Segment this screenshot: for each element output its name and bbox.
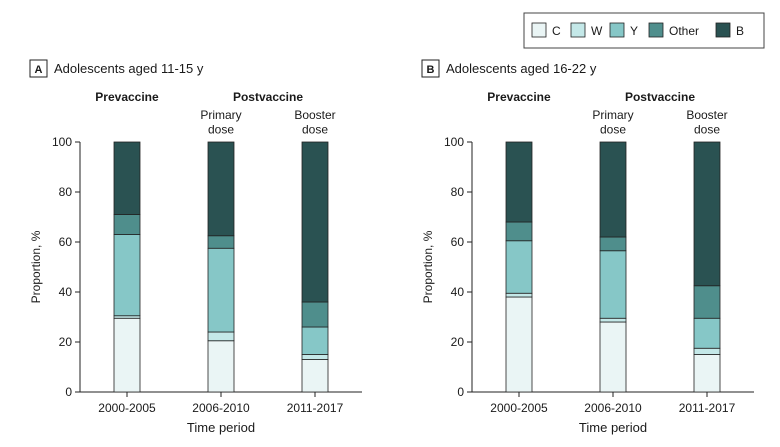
panel-a-booster-dose-label: Booster dose (294, 108, 335, 136)
panel-b-bar-2011-2017-w (693, 347, 721, 355)
panel-a-bar-2000-2005-c (113, 317, 141, 393)
panel-b-bar-2006-2010-c (599, 321, 627, 393)
panel-b-bar-2000-2005-other (505, 221, 533, 242)
panel-b-bar-2011-2017-other (693, 285, 721, 319)
panel-b: B Adolescents aged 16-22 y Prevaccine Po… (421, 59, 754, 435)
legend-swatch-other (648, 22, 664, 38)
legend-label-other: Other (669, 24, 699, 38)
panel-a-bar-2011-2017-c (301, 359, 329, 393)
panel-a-title: Adolescents aged 11-15 y (54, 61, 204, 76)
panel-b-y-tick-label: 60 (451, 235, 465, 249)
panel-b-y-tick-label: 20 (451, 335, 465, 349)
panel-b-plot: 0 20 40 60 80 100 2000-2005 2006-2010 2011-2017 (444, 135, 754, 415)
panel-b-title: Adolescents aged 16-22 y (446, 61, 597, 76)
panel-a-bar-2000-2005-b (113, 141, 141, 215)
panel-a-prevaccine-label: Prevaccine (95, 90, 159, 104)
panel-b-y-tick-label: 80 (451, 185, 465, 199)
panel-a-x-tick-label: 2006-2010 (192, 401, 250, 415)
panel-b-primary-dose-label: Primary dose (592, 108, 633, 136)
legend-swatch-y (609, 22, 625, 38)
panel-b-bar-2000-2005-c (505, 296, 533, 393)
panel-a-y-tick-label: 60 (59, 235, 73, 249)
legend-label-c: C (552, 24, 561, 38)
panel-a-bar-2006-2010-b (207, 141, 235, 237)
panel-b-x-axis-label: Time period (579, 420, 647, 435)
panel-b-y-tick-label: 40 (451, 285, 465, 299)
panel-a-bar-2006-2010-c (207, 340, 235, 393)
panel-b-x-tick-label: 2000-2005 (490, 401, 548, 415)
panel-a-tag: A (35, 64, 43, 76)
panel-a-plot: 0 20 40 60 80 100 2000-2005 2006-2010 2011-2017 (52, 135, 362, 415)
panel-a-bar-2006-2010-y (207, 247, 235, 333)
legend-label-w: W (591, 24, 603, 38)
panel-a-y-tick-label: 20 (59, 335, 73, 349)
panel-a-x-tick-label: 2000-2005 (98, 401, 156, 415)
panel-b-bar-2006-2010-b (599, 141, 627, 238)
panel-b-x-tick-label: 2006-2010 (584, 401, 642, 415)
panel-a-bar-2000-2005-y (113, 234, 141, 317)
panel-a-y-axis-label: Proportion, % (29, 230, 43, 303)
panel-b-bar-2011-2017-y (693, 317, 721, 349)
legend-label-y: Y (630, 24, 638, 38)
panel-b-y-axis-label: Proportion, % (421, 230, 435, 303)
panel-b-bar-2006-2010-other (599, 236, 627, 252)
legend-swatch-b (715, 22, 731, 38)
panel-a-y-tick-label: 0 (65, 385, 72, 399)
legend-swatch-c (531, 22, 547, 38)
panel-b-bar-2000-2005-y (505, 240, 533, 294)
panel-b-bar-2000-2005-w (505, 292, 533, 298)
panel-a-bar-2011-2017-y (301, 326, 329, 355)
panel-b-x-tick-label: 2011-2017 (679, 401, 736, 415)
panel-a-bar-2006-2010-w (207, 331, 235, 342)
panel-b-tag-box (421, 59, 440, 78)
panel-a-y-tick-label: 100 (52, 135, 72, 149)
panel-b-bar-2011-2017-c (693, 354, 721, 393)
panel-b-bar-2000-2005-b (505, 141, 533, 223)
panel-b-tag: B (427, 64, 435, 76)
legend-label-b: B (736, 24, 744, 38)
panel-a-bar-2011-2017-other (301, 301, 329, 328)
panel-a-bar-2006-2010-other (207, 235, 235, 249)
panel-a-x-tick-label: 2011-2017 (287, 401, 344, 415)
panel-b-y-tick-label: 100 (444, 135, 464, 149)
panel-b-postvaccine-label: Postvaccine (625, 90, 695, 104)
panel-a-tag-box (29, 59, 48, 78)
panel-a: A Adolescents aged 11-15 y Prevaccine Po… (29, 59, 362, 435)
panel-a-y-tick-label: 80 (59, 185, 73, 199)
panel-a-bar-2000-2005-other (113, 214, 141, 235)
panel-a-y-tick-label: 40 (59, 285, 73, 299)
legend-swatch-w (570, 22, 586, 38)
panel-a-x-axis-label: Time period (187, 420, 255, 435)
panel-b-y-tick-label: 0 (457, 385, 464, 399)
panel-a-bar-2011-2017-w (301, 354, 329, 360)
panel-a-postvaccine-label: Postvaccine (233, 90, 303, 104)
panel-a-primary-dose-label: Primary dose (200, 108, 241, 136)
panel-b-bar-2006-2010-w (599, 317, 627, 323)
panel-a-bar-2011-2017-b (301, 141, 329, 303)
legend: C W Y Other B (523, 12, 765, 49)
panel-b-bar-2011-2017-b (693, 141, 721, 287)
panel-b-prevaccine-label: Prevaccine (487, 90, 551, 104)
panel-b-booster-dose-label: Booster dose (686, 108, 727, 136)
panel-b-bar-2006-2010-y (599, 250, 627, 319)
